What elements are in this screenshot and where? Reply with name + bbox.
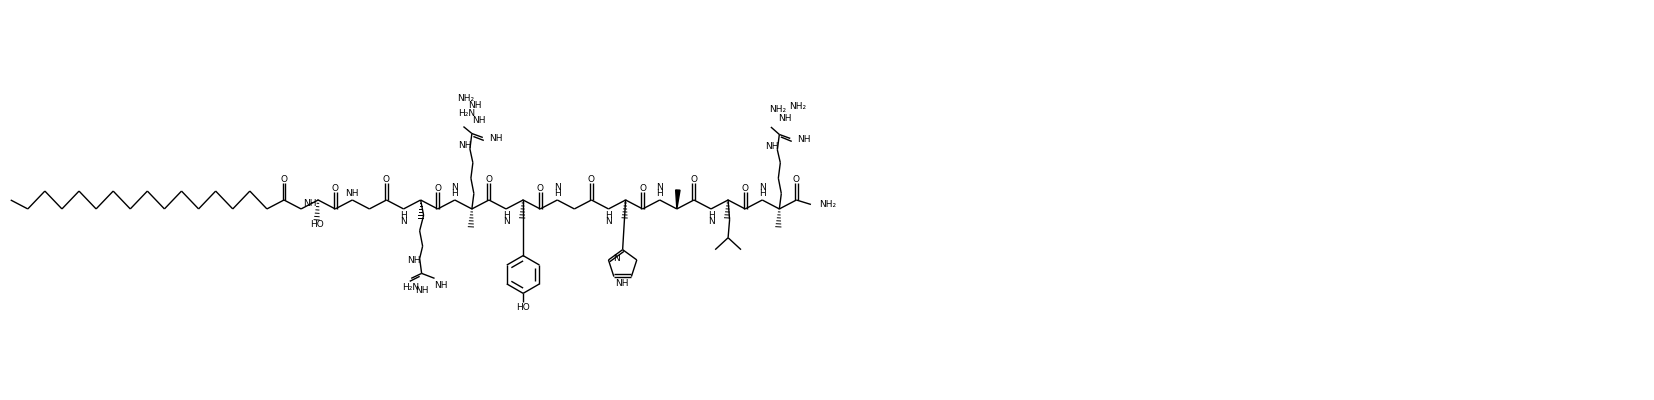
Text: H: H: [657, 188, 663, 198]
Text: NH: NH: [346, 188, 359, 198]
Text: H: H: [452, 188, 458, 198]
Text: N: N: [759, 182, 766, 192]
Text: NH: NH: [435, 281, 448, 290]
Text: O: O: [741, 184, 749, 192]
Text: H: H: [554, 188, 561, 198]
Text: N: N: [708, 217, 715, 226]
Text: O: O: [536, 184, 544, 192]
Text: NH: NH: [471, 116, 486, 125]
Text: NH: NH: [415, 286, 428, 295]
Text: N: N: [554, 182, 561, 192]
Text: NH₂: NH₂: [769, 105, 786, 114]
Text: N: N: [614, 254, 620, 264]
Text: H₂N: H₂N: [458, 109, 475, 118]
Text: NH: NH: [615, 279, 629, 288]
Text: O: O: [435, 184, 442, 192]
Text: H: H: [400, 211, 407, 220]
Text: N: N: [400, 217, 407, 226]
Text: NH: NH: [468, 101, 481, 110]
Text: NH: NH: [490, 134, 503, 143]
Text: NH: NH: [458, 142, 471, 150]
Text: O: O: [332, 184, 339, 192]
Text: N: N: [605, 217, 612, 226]
Text: N: N: [452, 182, 458, 192]
Text: H: H: [503, 211, 509, 220]
Text: O: O: [486, 175, 493, 184]
Text: NH: NH: [797, 135, 810, 144]
Text: NH₂: NH₂: [458, 94, 475, 103]
Text: HO: HO: [516, 303, 529, 312]
Text: NH: NH: [407, 256, 420, 266]
Text: O: O: [792, 175, 801, 184]
Text: O: O: [384, 175, 390, 184]
Text: NH₂: NH₂: [819, 200, 835, 209]
Text: NH: NH: [779, 114, 792, 123]
Text: O: O: [638, 184, 647, 192]
Text: HO: HO: [309, 220, 324, 229]
Text: H: H: [708, 211, 715, 220]
Text: H: H: [605, 211, 612, 220]
Text: H: H: [759, 188, 766, 198]
Text: N: N: [657, 182, 663, 192]
Text: NH: NH: [304, 199, 318, 208]
Text: NH₂: NH₂: [789, 102, 805, 111]
Text: NH: NH: [766, 142, 779, 151]
Text: O: O: [281, 175, 288, 184]
Text: O: O: [690, 175, 698, 184]
Text: N: N: [503, 217, 509, 226]
Polygon shape: [676, 190, 680, 209]
Text: O: O: [587, 175, 595, 184]
Text: H₂N: H₂N: [402, 283, 418, 292]
